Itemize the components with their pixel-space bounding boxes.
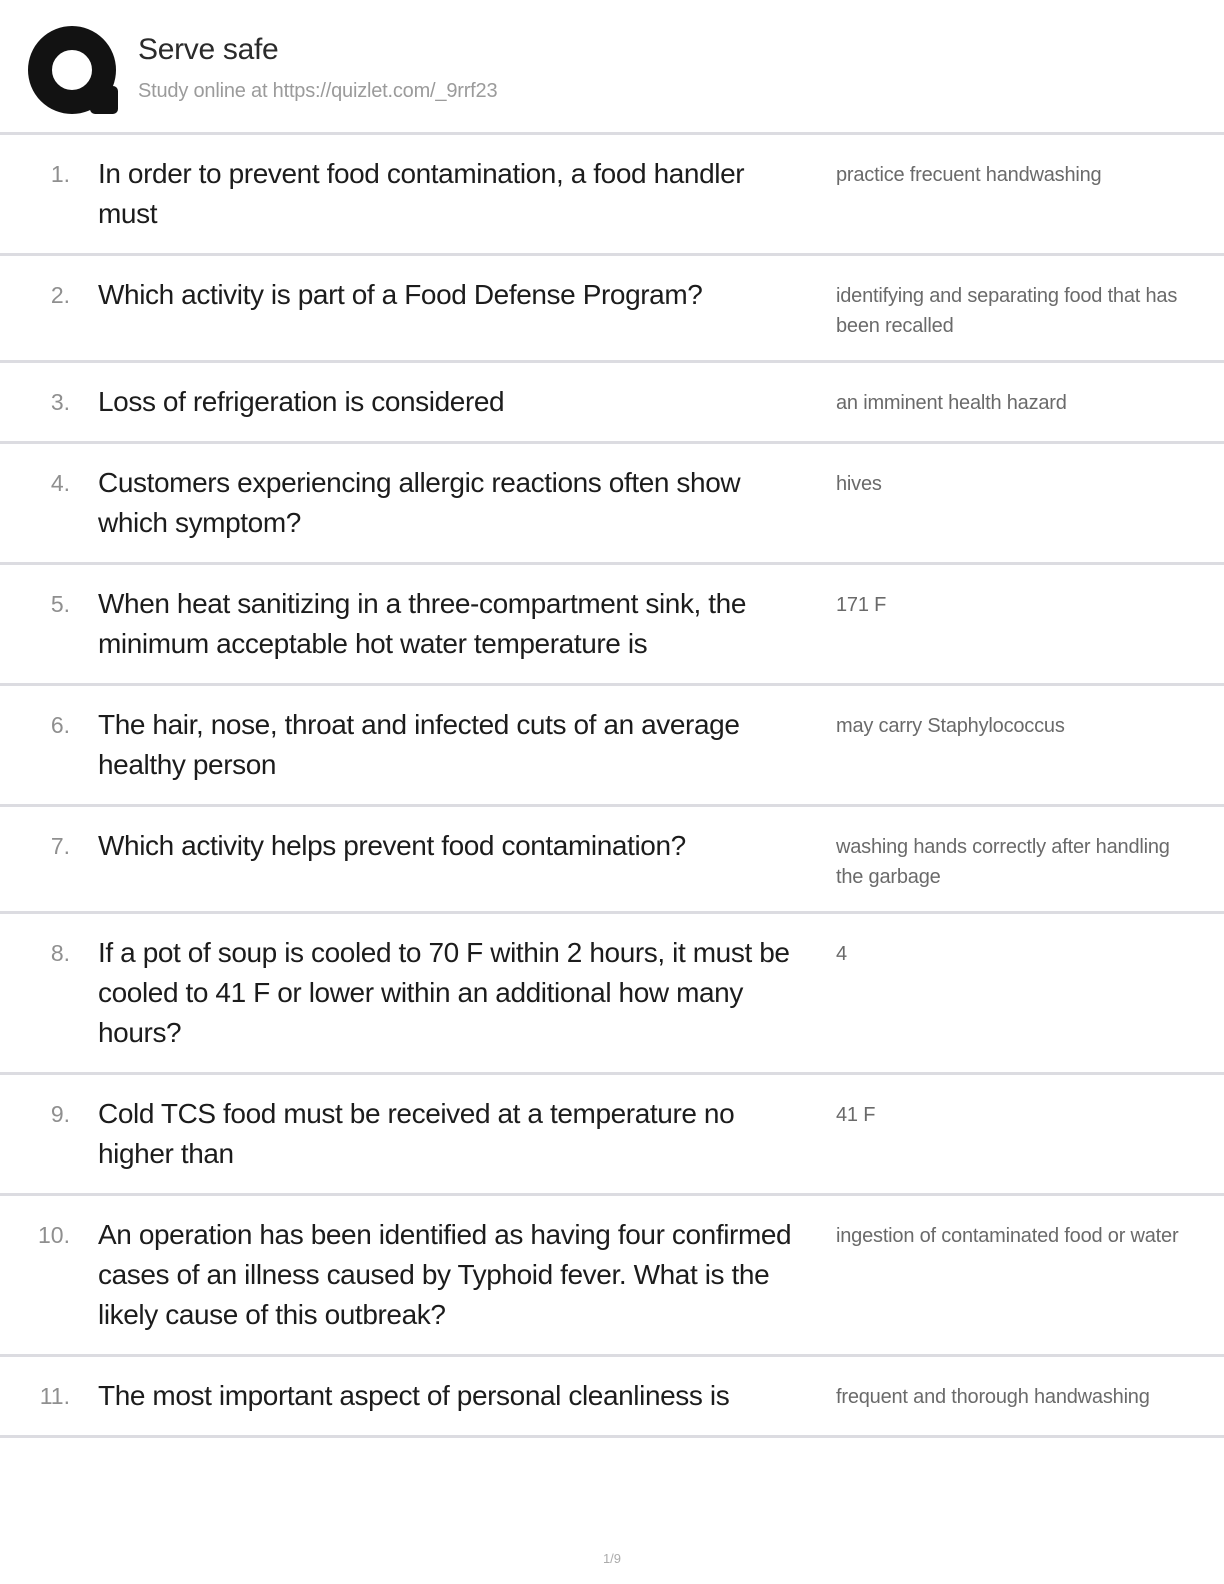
question-text: When heat sanitizing in a three-compartm…	[98, 588, 747, 659]
answer-text: 41 F	[836, 1104, 876, 1126]
qa-card: 11. The most important aspect of persona…	[0, 1357, 1224, 1435]
question-number: 10.	[38, 1222, 70, 1248]
question-text: In order to prevent food contamination, …	[98, 158, 745, 229]
qa-card: 1. In order to prevent food contaminatio…	[0, 135, 1224, 253]
question-number: 7.	[50, 833, 70, 859]
answer-text: 171 F	[836, 594, 887, 616]
question-text: If a pot of soup is cooled to 70 F withi…	[98, 937, 790, 1048]
card-list: 1. In order to prevent food contaminatio…	[0, 135, 1224, 1438]
qa-row: 11. The most important aspect of persona…	[0, 1357, 1224, 1438]
qa-row: 1. In order to prevent food contaminatio…	[0, 135, 1224, 256]
question-number: 3.	[50, 389, 70, 415]
quizlet-logo-icon	[28, 26, 118, 114]
quizlet-logo-tail	[90, 86, 118, 114]
answer-text: an imminent health hazard	[836, 392, 1067, 414]
set-title: Serve safe	[138, 33, 279, 66]
header-text: Serve safe Study online at https://quizl…	[138, 26, 498, 103]
qa-card: 10. An operation has been identified as …	[0, 1196, 1224, 1354]
qa-row: 10. An operation has been identified as …	[0, 1196, 1224, 1357]
question-number: 6.	[50, 712, 70, 738]
question-number: 4.	[50, 470, 70, 496]
qa-row: 6. The hair, nose, throat and infected c…	[0, 686, 1224, 807]
qa-card: 9. Cold TCS food must be received at a t…	[0, 1075, 1224, 1193]
question-text: The hair, nose, throat and infected cuts…	[98, 709, 740, 780]
answer-text: 4	[836, 943, 847, 965]
qa-card: 6. The hair, nose, throat and infected c…	[0, 686, 1224, 804]
qa-card: 5. When heat sanitizing in a three-compa…	[0, 565, 1224, 683]
qa-card: 2. Which activity is part of a Food Defe…	[0, 256, 1224, 360]
qa-card: 3. Loss of refrigeration is considered a…	[0, 363, 1224, 441]
qa-row: 7. Which activity helps prevent food con…	[0, 807, 1224, 914]
question-text: Which activity is part of a Food Defense…	[98, 279, 703, 310]
answer-text: frequent and thorough handwashing	[836, 1386, 1150, 1408]
answer-text: hives	[836, 473, 882, 495]
answer-text: practice frecuent handwashing	[836, 164, 1102, 186]
question-number: 9.	[50, 1101, 70, 1127]
page-number: 1/9	[602, 1551, 622, 1566]
answer-text: identifying and separating food that has…	[836, 285, 1178, 337]
question-number: 11.	[39, 1383, 70, 1409]
qa-row: 3. Loss of refrigeration is considered a…	[0, 363, 1224, 444]
question-text: Loss of refrigeration is considered	[98, 386, 505, 417]
question-text: Which activity helps prevent food contam…	[98, 830, 686, 861]
question-text: Cold TCS food must be received at a temp…	[98, 1098, 735, 1169]
question-number: 1.	[50, 161, 70, 187]
question-text: The most important aspect of personal cl…	[98, 1380, 730, 1411]
qa-card: 8. If a pot of soup is cooled to 70 F wi…	[0, 914, 1224, 1072]
qa-card: 7. Which activity helps prevent food con…	[0, 807, 1224, 911]
answer-text: may carry Staphylococcus	[836, 715, 1065, 737]
question-number: 5.	[50, 591, 70, 617]
question-text: An operation has been identified as havi…	[98, 1219, 792, 1330]
answer-text: washing hands correctly after handling t…	[836, 836, 1170, 888]
qa-row: 5. When heat sanitizing in a three-compa…	[0, 565, 1224, 686]
qa-row: 9. Cold TCS food must be received at a t…	[0, 1075, 1224, 1196]
question-number: 2.	[50, 282, 70, 308]
question-text: Customers experiencing allergic reaction…	[98, 467, 741, 538]
qa-row: 2. Which activity is part of a Food Defe…	[0, 256, 1224, 363]
answer-text: ingestion of contaminated food or water	[836, 1225, 1179, 1247]
qa-row: 4. Customers experiencing allergic react…	[0, 444, 1224, 565]
question-number: 8.	[50, 940, 70, 966]
qa-row: 8. If a pot of soup is cooled to 70 F wi…	[0, 914, 1224, 1075]
study-online-url: Study online at https://quizlet.com/_9rr…	[138, 80, 498, 102]
qa-card: 4. Customers experiencing allergic react…	[0, 444, 1224, 562]
page-header: Serve safe Study online at https://quizl…	[0, 0, 1224, 135]
